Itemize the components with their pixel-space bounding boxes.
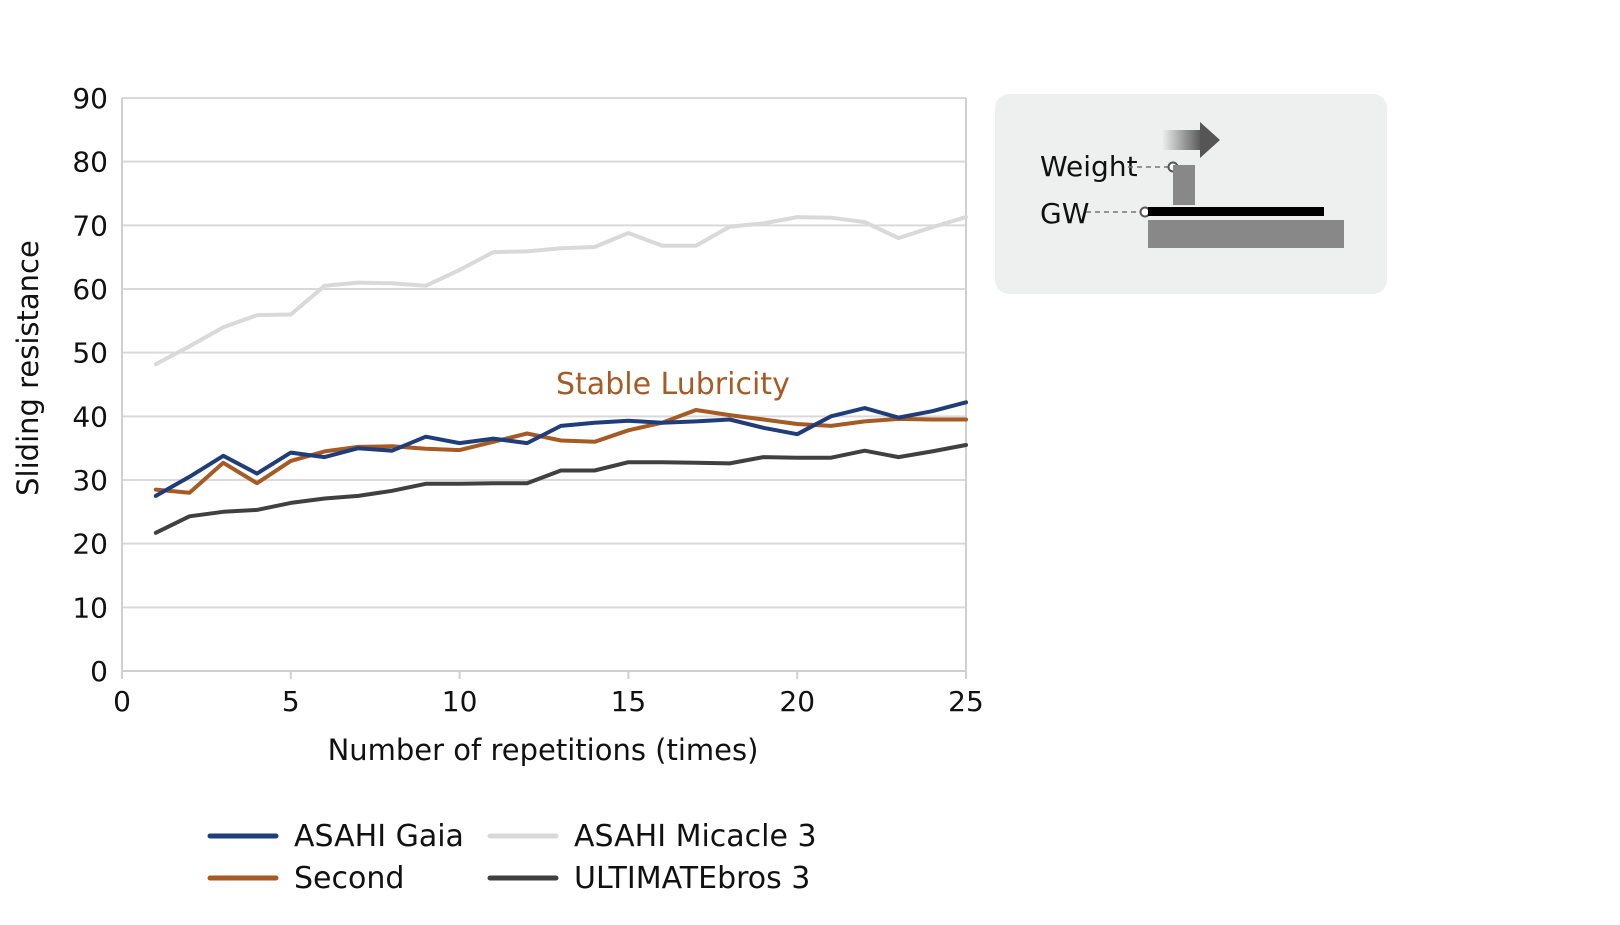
y-tick-label-10: 10 bbox=[72, 591, 108, 624]
y-tick-label-80: 80 bbox=[72, 146, 108, 179]
guidewire-bar bbox=[1148, 207, 1324, 216]
y-axis-title: Sliding resistance bbox=[11, 240, 45, 496]
axes bbox=[121, 98, 967, 679]
y-tick-label-60: 60 bbox=[72, 273, 108, 306]
direction-arrow-icon bbox=[1200, 122, 1220, 158]
y-tick-label-40: 40 bbox=[72, 400, 108, 433]
gridlines bbox=[122, 97, 966, 609]
x-axis-title: Number of repetitions (times) bbox=[328, 733, 759, 767]
stable-lubricity-annotation: Stable Lubricity bbox=[556, 367, 790, 402]
legend: ASAHI Gaia ASAHI Micacle 3 Second ULTIMATEb… bbox=[207, 819, 817, 896]
legend-label-second: Second bbox=[294, 861, 404, 896]
x-tick-label-20: 20 bbox=[779, 685, 815, 718]
legend-label-asahi-gaia: ASAHI Gaia bbox=[294, 819, 464, 854]
x-tick-label-5: 5 bbox=[282, 685, 300, 718]
series-line-second bbox=[153, 408, 968, 495]
base-plate bbox=[1148, 220, 1344, 248]
series-lines bbox=[153, 215, 968, 535]
x-tick-label-25: 25 bbox=[948, 685, 984, 718]
y-tick-label-70: 70 bbox=[72, 209, 108, 242]
x-tick-label-10: 10 bbox=[442, 685, 478, 718]
y-tick-label-50: 50 bbox=[72, 337, 108, 370]
y-tick-label-90: 90 bbox=[72, 82, 108, 115]
weight-block bbox=[1173, 165, 1195, 205]
series-line-asahi-gaia bbox=[153, 400, 968, 498]
legend-label-ultimatebros-3: ULTIMATEbros 3 bbox=[574, 861, 810, 896]
y-tick-label-0: 0 bbox=[90, 655, 108, 688]
y-tick-label-20: 20 bbox=[72, 528, 108, 561]
legend-label-asahi-micacle-3: ASAHI Micacle 3 bbox=[574, 819, 817, 854]
x-tick-label-15: 15 bbox=[611, 685, 647, 718]
gw-label: GW bbox=[1040, 197, 1089, 230]
x-tick-labels: 0 5 10 15 20 25 bbox=[113, 685, 984, 718]
weight-label: Weight bbox=[1040, 150, 1138, 183]
series-line-ultimatebros-3 bbox=[153, 443, 968, 535]
direction-arrow-shaft bbox=[1162, 130, 1202, 150]
series-line-asahi-micacle-3 bbox=[153, 215, 968, 367]
test-setup-inset: Weight GW bbox=[995, 94, 1387, 294]
y-tick-label-30: 30 bbox=[72, 464, 108, 497]
y-tick-labels: 0 10 20 30 40 50 60 70 80 90 bbox=[72, 82, 108, 688]
x-tick-label-0: 0 bbox=[113, 685, 131, 718]
